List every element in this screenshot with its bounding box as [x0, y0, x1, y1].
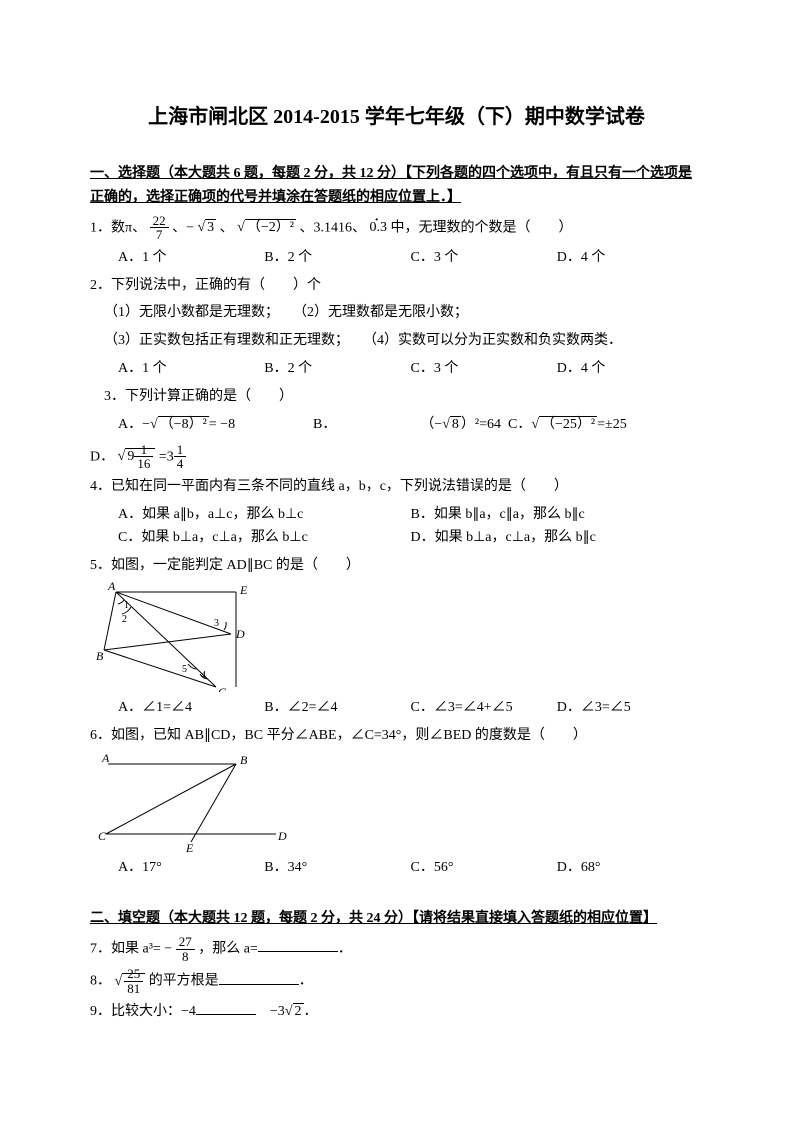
- q9-blank[interactable]: [196, 1000, 256, 1015]
- q3-B: B． （−8）²=64: [313, 413, 508, 437]
- q1-frac: 227: [150, 214, 169, 242]
- q1-stem-b: 、−: [172, 220, 194, 235]
- q2-options: A．1 个 B．2 个 C．3 个 D．4 个: [118, 357, 703, 381]
- q1-stem-d: 、3.1416、: [299, 220, 366, 235]
- svg-text:2: 2: [122, 614, 127, 625]
- q6-stem: 6．如图，已知 AB∥CD，BC 平分∠ABE，∠C=34°，则∠BED 的度数…: [90, 724, 703, 748]
- q6-C: C．56°: [411, 856, 557, 880]
- q6-A: A．17°: [118, 856, 264, 880]
- q4-D: D．如果 b⊥a，c⊥a，那么 b∥c: [411, 526, 704, 550]
- q1-stem-c: 、: [220, 220, 234, 235]
- svg-text:C: C: [98, 829, 107, 843]
- q2-A: A．1 个: [118, 357, 264, 381]
- q8-blank[interactable]: [219, 970, 299, 985]
- q2-B: B．2 个: [264, 357, 410, 381]
- q1-rad1: 3: [197, 216, 216, 240]
- svg-text:5: 5: [182, 664, 187, 675]
- q9: 9．比较大小：−4 −32．: [90, 1000, 703, 1024]
- q1-rad2: （−2）²: [237, 216, 296, 240]
- q8: 8． 2581 的平方根是．: [90, 967, 703, 995]
- svg-text:B: B: [240, 753, 248, 767]
- svg-text:C: C: [218, 685, 227, 692]
- svg-text:E: E: [185, 841, 194, 852]
- q2-D: D．4 个: [557, 357, 703, 381]
- q1-stem-a: 1．数π、: [90, 220, 146, 235]
- q1-repeating: 0.3: [369, 220, 387, 235]
- q3-D: D． 9116 =314: [90, 443, 703, 471]
- q5-options: A．∠1=∠4 B．∠2=∠4 C．∠3=∠4+∠5 D．∠3=∠5: [118, 696, 703, 720]
- q3-options-row1: A．−（−8）²= −8 B． （−8）²=64 C．（−25）²=±25: [118, 413, 703, 437]
- svg-text:3: 3: [214, 618, 219, 629]
- q2-stem: 2．下列说法中，正确的有（ ）个: [90, 274, 703, 298]
- svg-text:A: A: [101, 752, 110, 765]
- q5-B: B．∠2=∠4: [264, 696, 410, 720]
- q2-s2: （3）正实数包括正有理数和正无理数； （4）实数可以分为正实数和负实数两类．: [104, 329, 703, 353]
- section1-head: 一、选择题（本大题共 6 题，每题 2 分，共 12 分）【下列各题的四个选项中…: [90, 166, 692, 205]
- q5-D: D．∠3=∠5: [557, 696, 703, 720]
- q1-B: B．2 个: [264, 246, 410, 270]
- q4-C: C．如果 b⊥a，c⊥a，那么 b⊥c: [118, 526, 411, 550]
- page-title: 上海市闸北区 2014-2015 学年七年级（下）期中数学试卷: [90, 100, 703, 134]
- q5-A: A．∠1=∠4: [118, 696, 264, 720]
- q6-options: A．17° B．34° C．56° D．68°: [118, 856, 703, 880]
- q1-C: C．3 个: [411, 246, 557, 270]
- q5-C: C．∠3=∠4+∠5: [411, 696, 557, 720]
- q5-figure: A E B D C 1 2 3 4 5: [96, 582, 266, 692]
- q4-options: A．如果 a∥b，a⊥c，那么 b⊥c B．如果 b∥a，c∥a，那么 b∥c …: [118, 503, 703, 551]
- svg-text:A: A: [107, 582, 116, 593]
- q2-s1: （1）无限小数都是无理数； （2）无理数都是无限小数；: [104, 301, 703, 325]
- q1-A: A．1 个: [118, 246, 264, 270]
- q3-C: C．（−25）²=±25: [508, 413, 703, 437]
- section2-head: 二、填空题（本大题共 12 题，每题 2 分，共 24 分）【请将结果直接填入答…: [90, 911, 657, 926]
- svg-text:1: 1: [124, 600, 129, 611]
- q1: 1．数π、 227 、− 3 、 （−2）² 、3.1416、 0.3 中，无理…: [90, 214, 703, 242]
- svg-text:4: 4: [201, 670, 206, 681]
- q3-stem: 3．下列计算正确的是（ ）: [104, 385, 703, 409]
- svg-text:D: D: [235, 627, 245, 641]
- q1-options: A．1 个 B．2 个 C．3 个 D．4 个: [118, 246, 703, 270]
- q4-A: A．如果 a∥b，a⊥c，那么 b⊥c: [118, 503, 411, 527]
- q2-C: C．3 个: [411, 357, 557, 381]
- q5-stem: 5．如图，一定能判定 AD∥BC 的是（ ）: [90, 554, 703, 578]
- q4-B: B．如果 b∥a，c∥a，那么 b∥c: [411, 503, 704, 527]
- svg-text:E: E: [239, 583, 248, 597]
- svg-text:D: D: [277, 829, 287, 843]
- svg-text:B: B: [96, 649, 104, 663]
- q6-figure: A B C D E: [96, 752, 296, 852]
- q1-D: D．4 个: [557, 246, 703, 270]
- q6-D: D．68°: [557, 856, 703, 880]
- q7: 7．如果 a³= − 278 ，那么 a=．: [90, 935, 703, 963]
- q6-B: B．34°: [264, 856, 410, 880]
- q1-stem-e: 中，无理数的个数是（ ）: [390, 220, 572, 235]
- q3-A: A．−（−8）²= −8: [118, 413, 313, 437]
- q4-stem: 4．已知在同一平面内有三条不同的直线 a，b，c，下列说法错误的是（ ）: [90, 475, 703, 499]
- q7-blank[interactable]: [258, 937, 338, 952]
